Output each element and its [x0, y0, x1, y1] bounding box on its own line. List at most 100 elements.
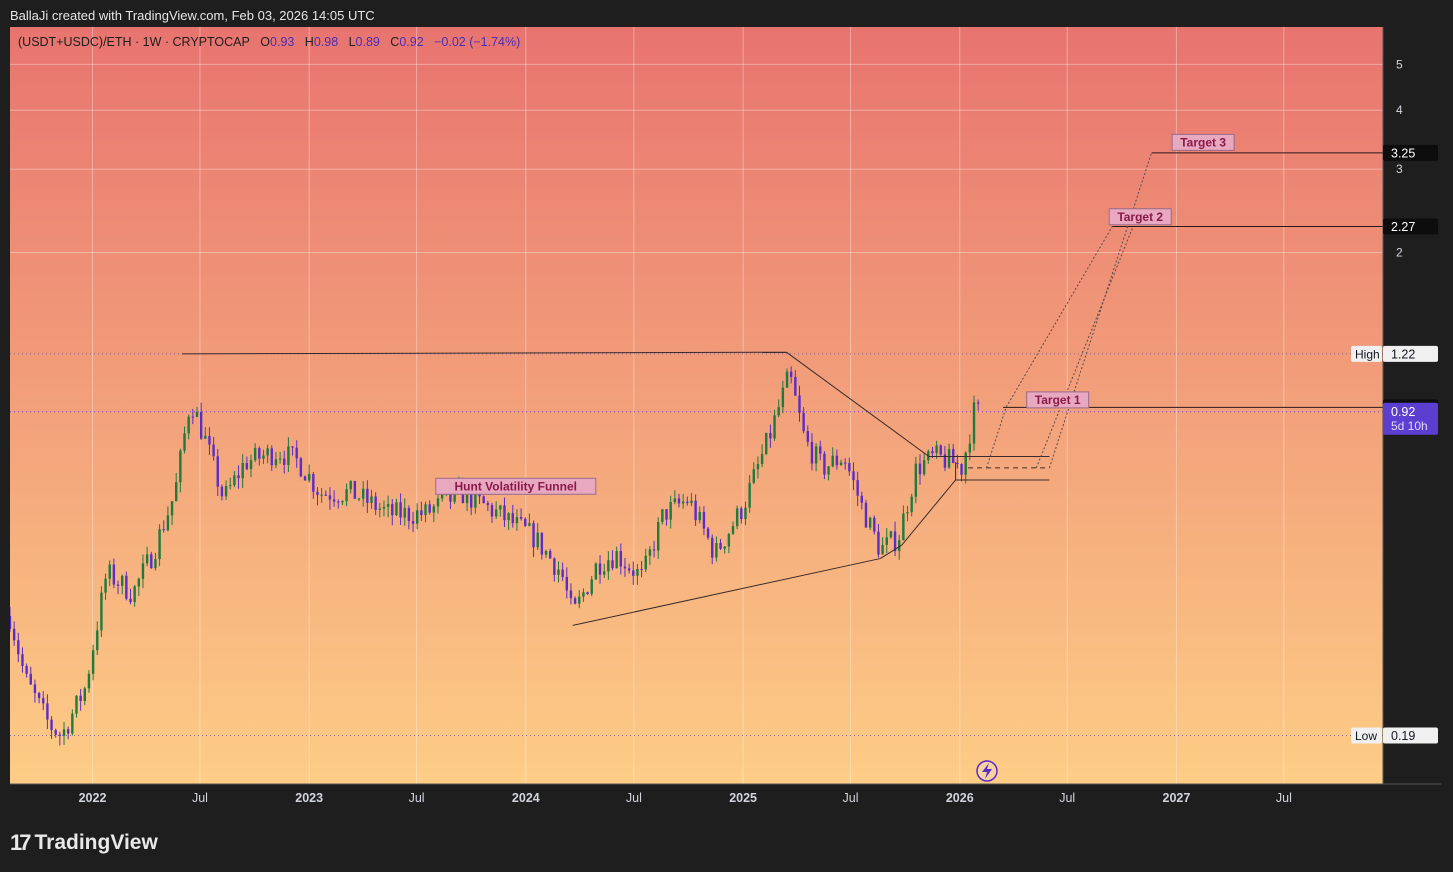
price-tick-label: 4 — [1396, 103, 1403, 117]
candle-body — [615, 551, 618, 569]
candle-body — [100, 592, 103, 631]
candle-body — [465, 488, 469, 504]
tradingview-logo[interactable]: 17 TradingView — [10, 830, 158, 856]
time-tick-label: 2022 — [79, 791, 107, 805]
candle-body — [378, 508, 382, 510]
candle-body — [931, 451, 934, 454]
projection-path — [986, 226, 1113, 469]
target-price-label-bg — [1383, 218, 1438, 235]
candle-body — [287, 446, 290, 465]
candle-body — [154, 559, 157, 569]
candle-body — [794, 376, 797, 396]
candle-body — [386, 504, 390, 507]
candle-body — [129, 598, 132, 603]
candle-body — [216, 456, 219, 487]
candle-body — [503, 505, 506, 521]
low-tag: Low — [1355, 729, 1377, 743]
candle-body — [391, 504, 394, 516]
annotations[interactable]: Hunt Volatility Funnel Target 1 Target 2 Ta… — [435, 133, 1235, 495]
candle-body — [873, 517, 876, 532]
target-price-label: 3.25 — [1391, 146, 1415, 160]
candle-body — [586, 592, 589, 595]
last-price-bg — [1383, 402, 1438, 435]
annotation-label[interactable]: Target 1 — [1026, 391, 1090, 409]
candle-body — [341, 501, 344, 503]
candle-body — [864, 502, 868, 528]
candle-body — [843, 462, 847, 464]
annotation-label[interactable]: Hunt Volatility Funnel — [435, 477, 597, 495]
candle-body — [125, 575, 128, 599]
candle-body — [777, 407, 780, 416]
funnel-line — [786, 351, 930, 457]
candle-body — [482, 496, 485, 504]
annotation-label[interactable]: Target 3 — [1171, 133, 1235, 151]
candle-body — [976, 402, 980, 404]
last-price-label: 0.92 — [1391, 405, 1415, 419]
brand-name: TradingView — [34, 831, 158, 854]
candle-body — [802, 412, 805, 432]
low-tag-bg — [1351, 727, 1382, 744]
time-tick-label: 2023 — [295, 791, 323, 805]
candle-body — [440, 494, 444, 499]
candle-body — [104, 578, 107, 593]
candle-body — [947, 449, 951, 468]
bar-countdown-label: 5d 10h — [1391, 419, 1428, 433]
annotation-label[interactable]: Target 2 — [1108, 208, 1172, 226]
candle-body — [956, 462, 959, 464]
chart-area[interactable]: Hunt Volatility Funnel Target 1 Target 2 Ta… — [10, 27, 1441, 811]
annotation-text: Hunt Volatility Funnel — [455, 479, 577, 493]
candle-body — [150, 554, 153, 569]
grid — [10, 27, 1383, 784]
candle-body — [320, 494, 323, 496]
projection-path — [1035, 226, 1134, 469]
candle-body — [141, 563, 145, 579]
candle-body — [852, 471, 855, 481]
candle-body — [179, 450, 182, 483]
candle-body — [428, 504, 431, 513]
candle-body — [91, 650, 95, 674]
candle-body — [490, 505, 494, 517]
candle-body — [848, 463, 851, 472]
candle-body — [939, 445, 942, 455]
candle-body — [245, 463, 249, 470]
candle-body — [594, 563, 598, 580]
time-tick-label: Jul — [843, 791, 859, 805]
candle-body — [868, 517, 872, 528]
annotation-text: Target 2 — [1117, 210, 1163, 224]
symbol-text[interactable]: (USDT+USDC)/ETH · 1W · CRYPTOCAP — [18, 35, 250, 49]
candle-body — [860, 495, 864, 503]
high-tag-bg — [1351, 345, 1382, 362]
candle-body — [573, 598, 577, 604]
candle-body — [357, 498, 361, 500]
candle-body — [395, 502, 398, 516]
candle-body — [137, 578, 141, 587]
high-tag: High — [1355, 347, 1380, 361]
candle-body — [839, 462, 843, 466]
candle-body — [889, 531, 893, 538]
candle-body — [449, 491, 452, 502]
annotation-box — [1171, 133, 1235, 151]
candle-body — [17, 640, 20, 655]
candle-body — [781, 387, 785, 408]
candle-body — [361, 488, 365, 499]
time-tick-label: 2024 — [512, 791, 540, 805]
candle-body — [175, 482, 178, 502]
candle-body — [819, 446, 822, 454]
candle-body — [436, 498, 440, 507]
candle-body — [75, 695, 78, 714]
candle-body — [158, 529, 161, 560]
candle-body — [627, 568, 631, 571]
candle-body — [71, 713, 74, 734]
axes[interactable]: 5 4 3 2 2022 Jul 2023 Jul 2024 Jul 2025 Jul 2026 Jul 2… — [10, 27, 1441, 805]
author-line: BallaJi created with TradingView.com, Fe… — [10, 8, 375, 23]
candle-body — [253, 448, 257, 461]
candle-body — [486, 503, 490, 506]
candle-body — [79, 695, 82, 702]
candle-body — [727, 533, 731, 547]
price-chart[interactable]: Hunt Volatility Funnel Target 1 Target 2 Ta… — [10, 27, 1441, 811]
lightning-icon[interactable] — [976, 760, 998, 782]
candle-body — [195, 411, 199, 417]
projection-path — [1048, 152, 1152, 469]
candle-body — [632, 570, 635, 576]
candle-body — [353, 480, 357, 499]
